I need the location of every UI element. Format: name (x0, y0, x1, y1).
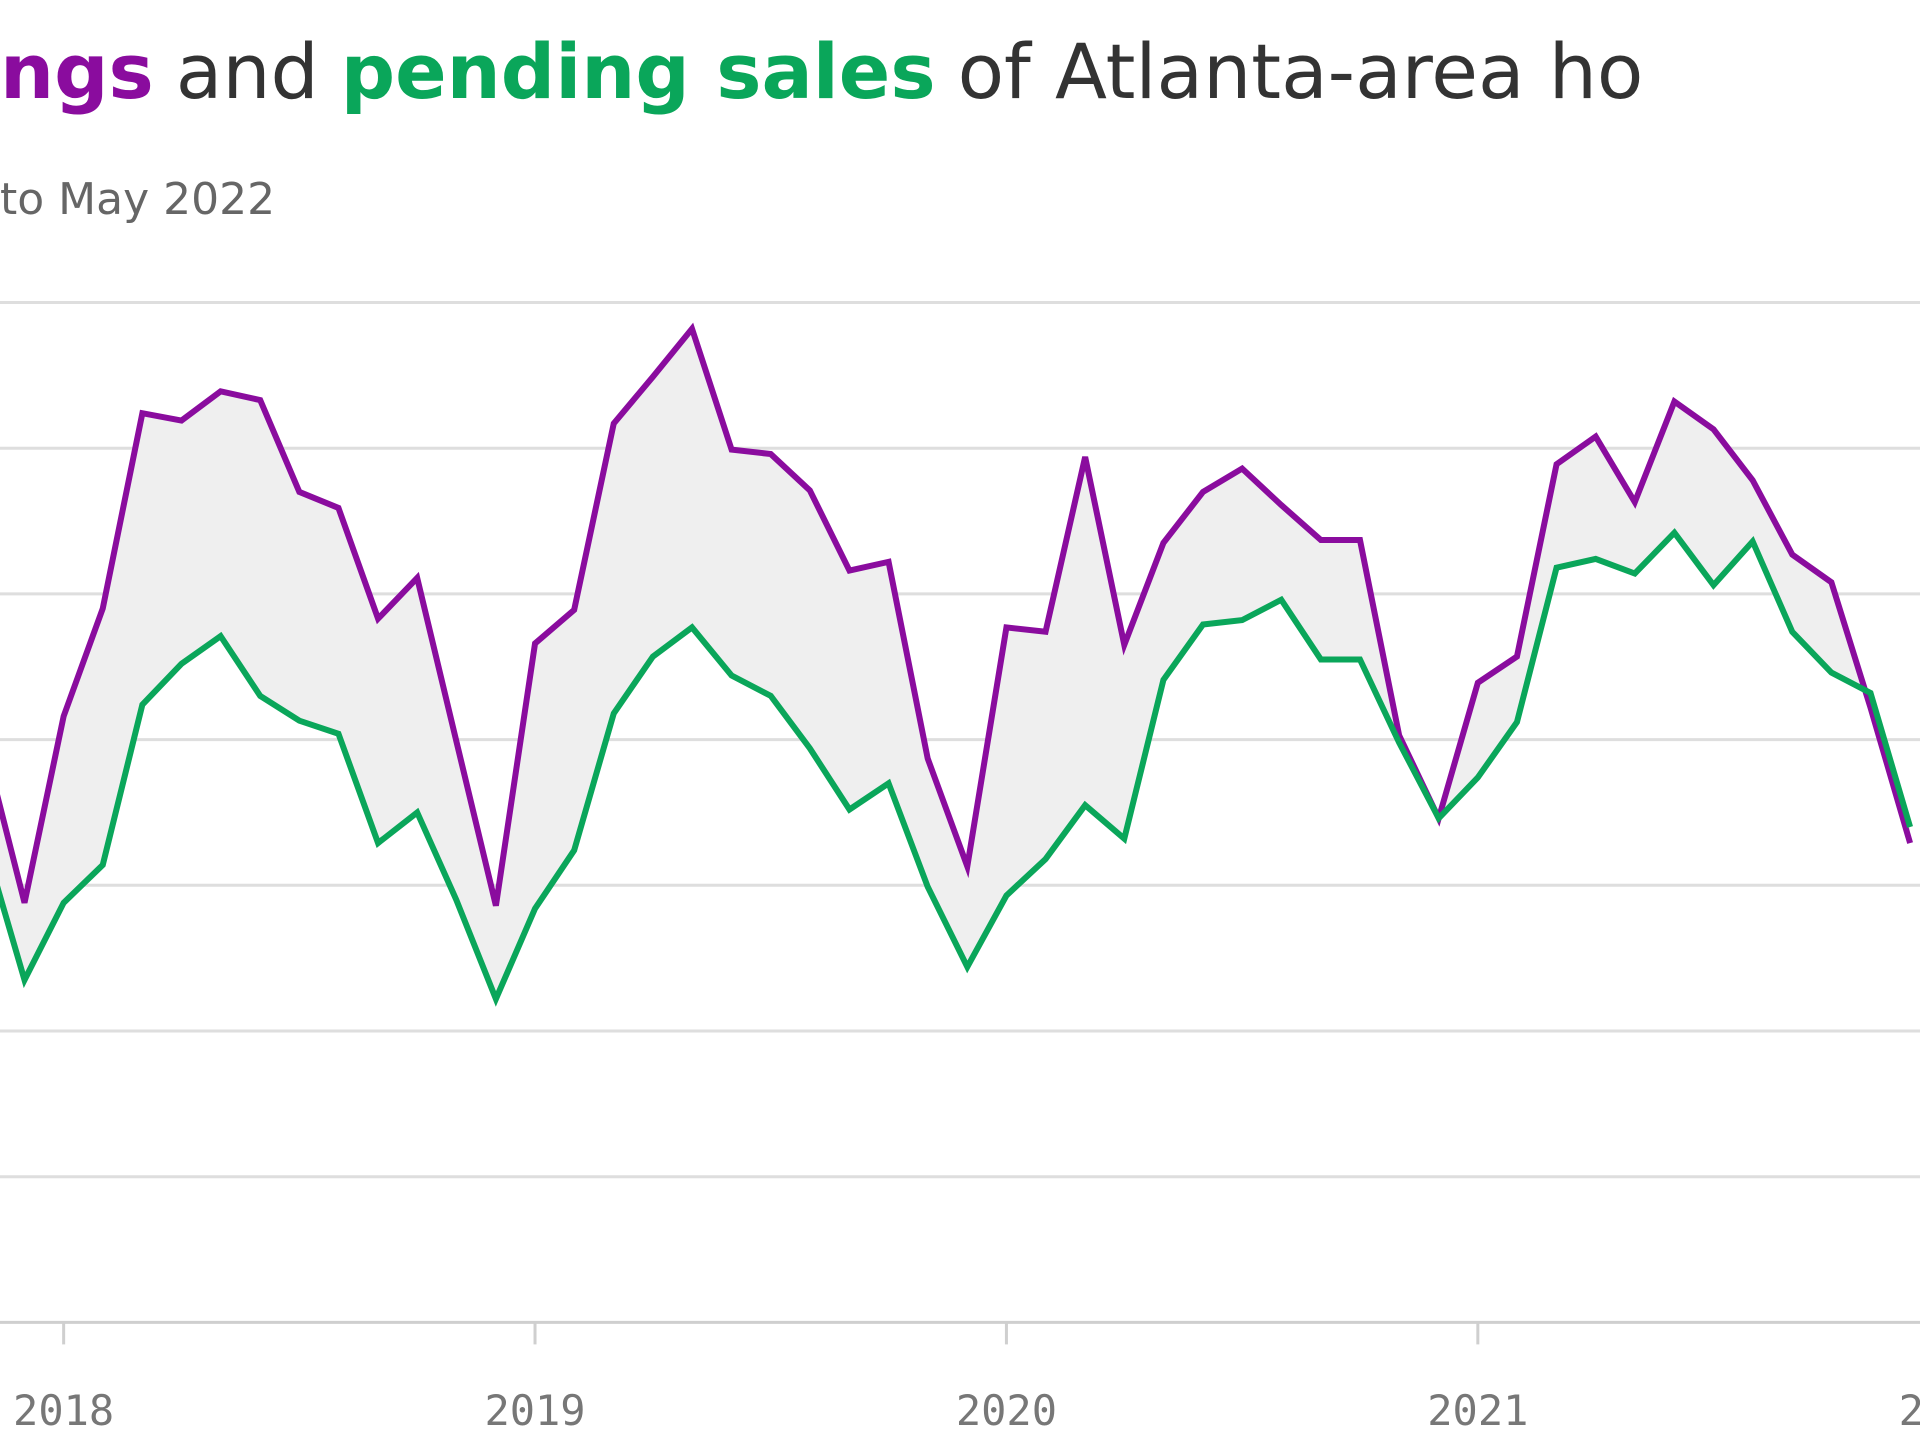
gap-area (0, 328, 1911, 999)
x-tick-label: 2022 (1899, 1386, 1920, 1435)
chart-title: ngs and pending sales of Atlanta-area ho (0, 27, 1643, 116)
title-part: pending sales (341, 27, 936, 116)
title-part: and (176, 27, 319, 116)
title-part: ngs (0, 27, 154, 116)
series-line (0, 528, 1913, 1007)
series-line (0, 322, 1913, 907)
title-part: of Atlanta-area ho (958, 27, 1644, 116)
x-tick-label: 2020 (956, 1386, 1057, 1435)
chart-subtitle: to May 2022 (0, 174, 275, 225)
x-tick-label: 2021 (1427, 1386, 1528, 1435)
x-tick-label: 2019 (484, 1386, 585, 1435)
x-tick-label: 2018 (13, 1386, 114, 1435)
